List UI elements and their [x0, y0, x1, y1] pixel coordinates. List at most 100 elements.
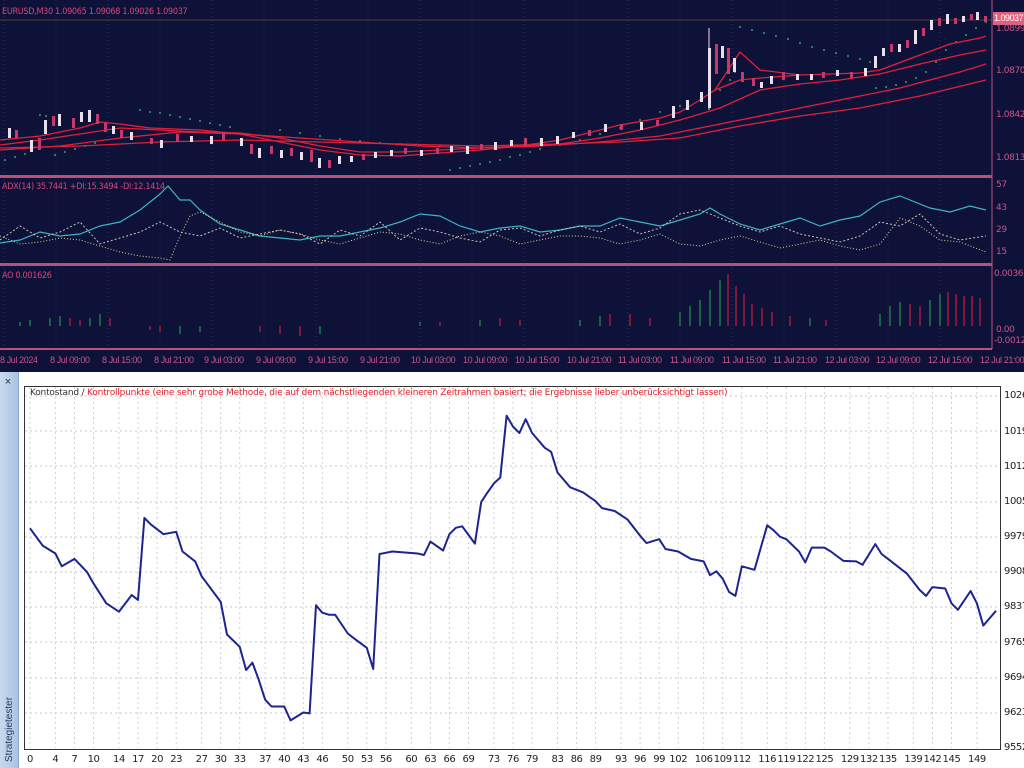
x-axis-tick: 20 [151, 754, 164, 765]
x-axis-tick: 86 [570, 754, 583, 765]
time-axis-label: 12 Jul 15:00 [928, 355, 973, 365]
x-axis-tick: 56 [379, 754, 392, 765]
x-axis-tick: 149 [967, 754, 986, 765]
x-axis-tick: 99 [653, 754, 666, 765]
ao-axis-label: 0.003619 [994, 269, 1024, 279]
adx-axis-label: 29 [996, 225, 1007, 235]
x-axis-tick: 30 [214, 754, 227, 765]
legend-separator: / [78, 388, 88, 398]
time-axis-label: 10 Jul 09:00 [463, 355, 508, 365]
ao-header: AO 0.001626 [2, 271, 52, 281]
price-axis-label: 1.08705 [996, 66, 1024, 76]
x-axis-tick: 50 [341, 754, 354, 765]
y-axis-tick: 9979 [1004, 531, 1024, 543]
x-axis-tick: 142 [923, 754, 942, 765]
x-axis-tick: 69 [462, 754, 475, 765]
y-axis-tick: 10193 [1004, 425, 1024, 437]
time-axis-label: 12 Jul 21:00 [980, 355, 1024, 365]
x-axis-tick: 33 [233, 754, 246, 765]
time-axis-label: 9 Jul 03:00 [204, 355, 244, 365]
time-axis-label: 11 Jul 03:00 [618, 355, 662, 365]
y-axis-tick: 9694 [1004, 671, 1024, 683]
x-axis-tick: 46 [316, 754, 329, 765]
x-axis-tick: 96 [634, 754, 647, 765]
strategy-tester-panel: × Strategietester Kontostand / Kontrollp… [0, 372, 1024, 768]
time-axis-label: 8 Jul 09:00 [50, 355, 90, 365]
current-price-tag: 1.09037 [993, 12, 1024, 25]
time-axis-label: 10 Jul 15:00 [515, 355, 560, 365]
x-axis-tick: 122 [796, 754, 815, 765]
y-axis-tick: 9623 [1004, 706, 1024, 718]
x-axis-tick: 83 [551, 754, 564, 765]
x-axis-tick: 135 [879, 754, 897, 765]
price-chart-canvas[interactable] [0, 0, 1024, 372]
x-axis-tick: 23 [170, 754, 183, 765]
adx-axis-label: 15 [996, 247, 1007, 257]
x-axis-tick: 116 [758, 754, 777, 765]
price-axis-label: 1.08995 [996, 24, 1024, 34]
graph-legend: Kontostand / Kontrollpunkte (eine sehr g… [30, 388, 727, 398]
balance-graph-canvas [25, 387, 999, 748]
x-axis-tick: 76 [507, 754, 519, 765]
ao-axis-label: -0.001273 [994, 336, 1024, 346]
x-axis-tick: 0 [27, 754, 33, 765]
x-axis-tick: 4 [52, 754, 59, 765]
time-axis-label: 12 Jul 03:00 [825, 355, 870, 365]
time-axis-label: 9 Jul 09:00 [256, 355, 296, 365]
y-axis-tick: 9908 [1004, 566, 1024, 578]
x-axis-tick: 93 [615, 754, 627, 765]
x-axis-tick: 27 [195, 754, 208, 765]
time-axis-label: 8 Jul 2024 [0, 355, 38, 365]
x-axis-tick: 109 [713, 754, 732, 765]
x-axis-tick: 40 [278, 754, 291, 765]
x-axis-tick: 53 [360, 754, 373, 765]
x-axis-tick: 63 [424, 754, 437, 765]
adx-header: ADX(14) 35.7441 +DI:15.3494 -DI:12.1414 [2, 182, 165, 192]
time-axis-label: 9 Jul 21:00 [360, 355, 400, 365]
price-axis-label: 1.08130 [996, 153, 1024, 163]
time-axis-label: 10 Jul 21:00 [567, 355, 612, 365]
x-axis-tick: 79 [526, 754, 539, 765]
x-axis-tick: 102 [669, 754, 688, 765]
ao-axis-label: 0.00 [996, 325, 1015, 335]
time-axis-label: 11 Jul 15:00 [722, 355, 766, 365]
time-axis-label: 12 Jul 09:00 [876, 355, 921, 365]
x-axis-tick: 66 [443, 754, 456, 765]
adx-axis-label: 57 [996, 180, 1007, 190]
y-axis-tick: 9552 [1004, 742, 1024, 753]
x-axis-tick: 125 [815, 754, 834, 765]
x-axis-tick: 10 [87, 754, 100, 765]
x-axis-tick: 14 [113, 754, 125, 765]
y-axis-tick: 9837 [1004, 601, 1024, 613]
x-axis-tick: 73 [487, 754, 500, 765]
x-axis-tick: 129 [840, 754, 859, 765]
time-axis-label: 8 Jul 15:00 [102, 355, 142, 365]
time-axis-label: 8 Jul 21:00 [154, 355, 194, 365]
price-axis-label: 1.08420 [996, 110, 1024, 120]
x-axis-tick: 132 [859, 754, 878, 765]
x-axis-tick: 139 [904, 754, 923, 765]
legend-balance: Kontostand [30, 388, 79, 398]
x-axis-tick: 17 [132, 754, 144, 765]
x-axis-tick: 43 [297, 754, 310, 765]
x-axis-tick: 37 [259, 754, 272, 765]
y-axis-tick: 10122 [1004, 460, 1024, 472]
adx-axis-label: 43 [996, 203, 1007, 213]
time-axis-label: 11 Jul 09:00 [670, 355, 714, 365]
x-axis-tick: 119 [777, 754, 796, 765]
x-axis-tick: 60 [405, 754, 418, 765]
close-icon[interactable]: × [4, 376, 12, 388]
x-axis-tick: 112 [732, 754, 751, 765]
y-axis-tick: 9765 [1004, 636, 1024, 648]
price-chart-window[interactable]: EURUSD,M30 1.09065 1.09068 1.09026 1.090… [0, 0, 1024, 372]
y-axis-tick: 10051 [1004, 495, 1024, 507]
y-axis-tick: 10265 [1004, 390, 1024, 401]
time-axis-label: 10 Jul 03:00 [411, 355, 456, 365]
x-axis-tick: 145 [942, 754, 961, 765]
x-axis-tick: 89 [589, 754, 602, 765]
time-axis-label: 11 Jul 21:00 [773, 355, 817, 365]
tester-side-tab[interactable]: × Strategietester [0, 372, 19, 768]
x-axis-tick: 7 [71, 754, 78, 765]
balance-line [29, 414, 997, 722]
